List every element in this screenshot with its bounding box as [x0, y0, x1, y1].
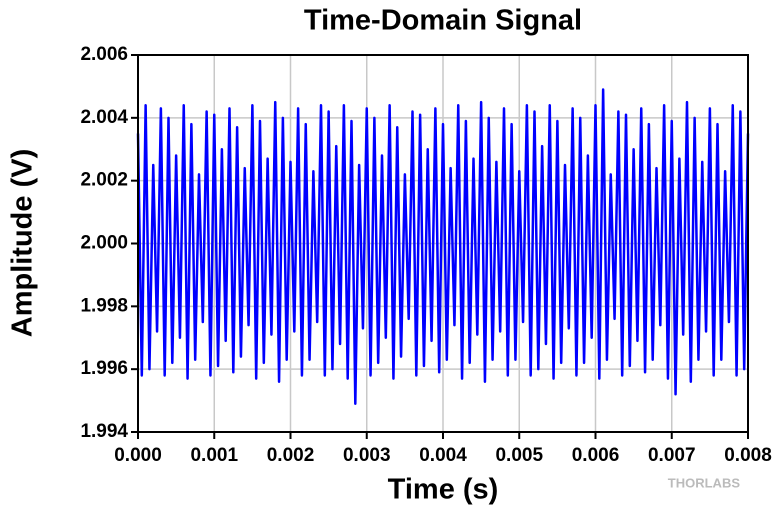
y-tick-label: 2.004 — [80, 107, 128, 128]
y-tick-label: 2.002 — [80, 170, 128, 191]
x-tick-label: 0.004 — [419, 445, 467, 466]
x-tick-label: 0.001 — [190, 445, 238, 466]
x-tick-label: 0.003 — [343, 445, 391, 466]
x-tick-label: 0.005 — [495, 445, 543, 466]
chart-title: Time-Domain Signal — [304, 5, 582, 37]
y-tick-label: 1.998 — [80, 295, 128, 316]
watermark: THORLABS — [668, 475, 741, 490]
signal-line — [136, 88, 750, 405]
plot-frame — [137, 54, 749, 433]
x-tick-label: 0.002 — [267, 445, 315, 466]
y-axis-title: Amplitude (V) — [7, 149, 39, 338]
y-tick-label: 1.994 — [80, 421, 128, 442]
y-tick-label: 2.000 — [80, 233, 128, 254]
y-tick-label: 2.006 — [80, 44, 128, 65]
x-tick-label: 0.007 — [648, 445, 696, 466]
x-tick-label: 0.006 — [572, 445, 620, 466]
x-axis-title: Time (s) — [388, 474, 499, 506]
x-tick-label: 0.008 — [724, 445, 772, 466]
x-tick-label: 0.000 — [114, 445, 162, 466]
y-tick-label: 1.996 — [80, 358, 128, 379]
